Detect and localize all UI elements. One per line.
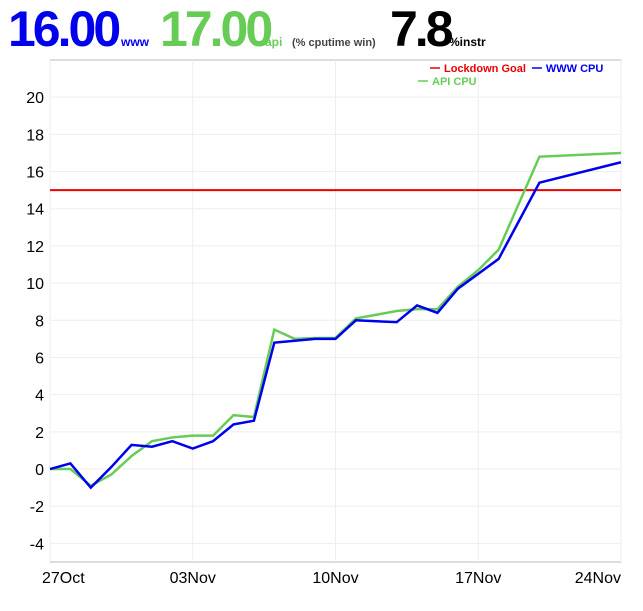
x-tick-label: 10Nov (312, 570, 358, 587)
www-label: www (120, 35, 150, 49)
y-tick-label: 4 (35, 388, 44, 405)
legend-label: WWW CPU (546, 63, 603, 75)
series-line (49, 161, 622, 490)
y-tick-label: -4 (30, 536, 44, 553)
api-label: api (265, 35, 282, 49)
y-tick-label: 0 (35, 462, 44, 479)
unit-label: (% cputime win) (292, 37, 376, 49)
y-tick-label: 14 (26, 202, 44, 219)
api-value: 17.00 (160, 1, 271, 57)
www-value: 16.00 (8, 1, 119, 57)
y-tick-label: 18 (26, 127, 44, 144)
y-tick-label: 16 (26, 165, 44, 182)
y-tick-label: 10 (26, 276, 44, 293)
series-line (50, 151, 622, 488)
x-tick-label: 17Nov (455, 570, 501, 587)
y-tick-label: -2 (30, 499, 44, 516)
instr-value: 7.8 (390, 1, 453, 57)
x-tick-label: 03Nov (170, 570, 216, 587)
y-tick-label: 12 (26, 239, 44, 256)
legend-label: API CPU (432, 76, 477, 88)
x-tick-label: 24Nov (575, 570, 621, 587)
legend-label: Lockdown Goal (444, 63, 526, 75)
y-tick-label: 2 (35, 425, 44, 442)
x-tick-label: 27Oct (42, 570, 85, 587)
y-tick-label: 8 (35, 313, 44, 330)
y-tick-label: 20 (26, 90, 44, 107)
y-tick-label: 6 (35, 350, 44, 367)
instr-label: %instr (449, 35, 486, 49)
